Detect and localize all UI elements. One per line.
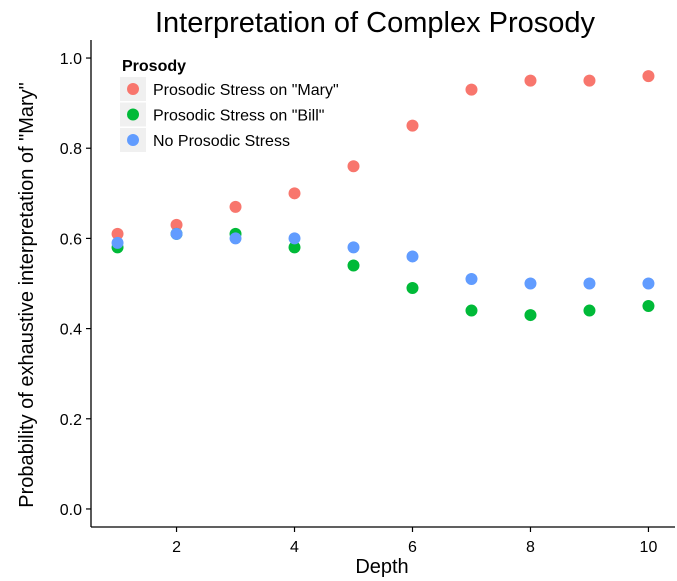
legend-title: Prosody — [122, 58, 186, 75]
legend-label: No Prosodic Stress — [153, 133, 290, 150]
x-tick-label: 2 — [172, 539, 181, 556]
data-point — [229, 232, 242, 245]
legend-label: Prosodic Stress on "Bill" — [153, 108, 324, 125]
y-tick-label: 1.0 — [60, 51, 82, 68]
data-point — [406, 250, 419, 263]
data-point — [347, 160, 360, 173]
data-point — [524, 74, 537, 87]
plot-area: 2 4 6 8 10 0.0 0.2 0.4 0.6 0.8 1.0 — [60, 40, 675, 556]
x-tick-label: 8 — [526, 539, 535, 556]
x-axis-title: Depth — [355, 556, 408, 578]
data-point — [642, 70, 655, 83]
data-point — [583, 304, 596, 317]
data-point — [583, 74, 596, 87]
x-tick-label: 10 — [640, 539, 658, 556]
data-point — [229, 200, 242, 213]
x-tick-label: 4 — [290, 539, 299, 556]
chart-title: Interpretation of Complex Prosody — [155, 7, 596, 39]
y-tick-label: 0.0 — [60, 502, 82, 519]
legend-key — [127, 134, 139, 146]
data-point — [465, 83, 478, 96]
data-point — [170, 218, 183, 231]
legend-items: Prosodic Stress on "Mary" Prosodic Stress… — [120, 77, 339, 152]
data-point — [347, 259, 360, 272]
data-point — [406, 119, 419, 132]
data-point — [288, 187, 301, 200]
legend-label: Prosodic Stress on "Mary" — [153, 82, 339, 99]
x-tick-label: 6 — [408, 539, 417, 556]
data-point — [465, 272, 478, 285]
data-point — [642, 277, 655, 290]
data-point — [642, 300, 655, 313]
legend: Prosody Prosodic Stress on "Mary"Prosodi… — [120, 58, 339, 152]
data-point — [288, 232, 301, 245]
y-tick-label: 0.2 — [60, 412, 82, 429]
data-point — [288, 241, 301, 254]
data-point — [111, 227, 124, 240]
data-points — [111, 70, 655, 322]
y-tick-label: 0.4 — [60, 322, 82, 339]
data-point — [406, 282, 419, 295]
data-point — [583, 277, 596, 290]
y-tick-label: 0.8 — [60, 141, 82, 158]
data-point — [170, 227, 183, 240]
data-point — [524, 277, 537, 290]
x-axis-ticks: 2 4 6 8 10 — [172, 527, 657, 556]
legend-key — [127, 108, 139, 121]
data-point — [524, 309, 537, 322]
y-axis-ticks: 0.0 0.2 0.4 0.6 0.8 1.0 — [60, 51, 91, 519]
data-point — [347, 241, 360, 254]
legend-key — [127, 83, 139, 95]
data-point — [465, 304, 478, 317]
y-axis-title: Probability of exhaustive interpretation… — [16, 82, 38, 508]
data-point — [111, 236, 124, 249]
y-tick-label: 0.6 — [60, 231, 82, 248]
